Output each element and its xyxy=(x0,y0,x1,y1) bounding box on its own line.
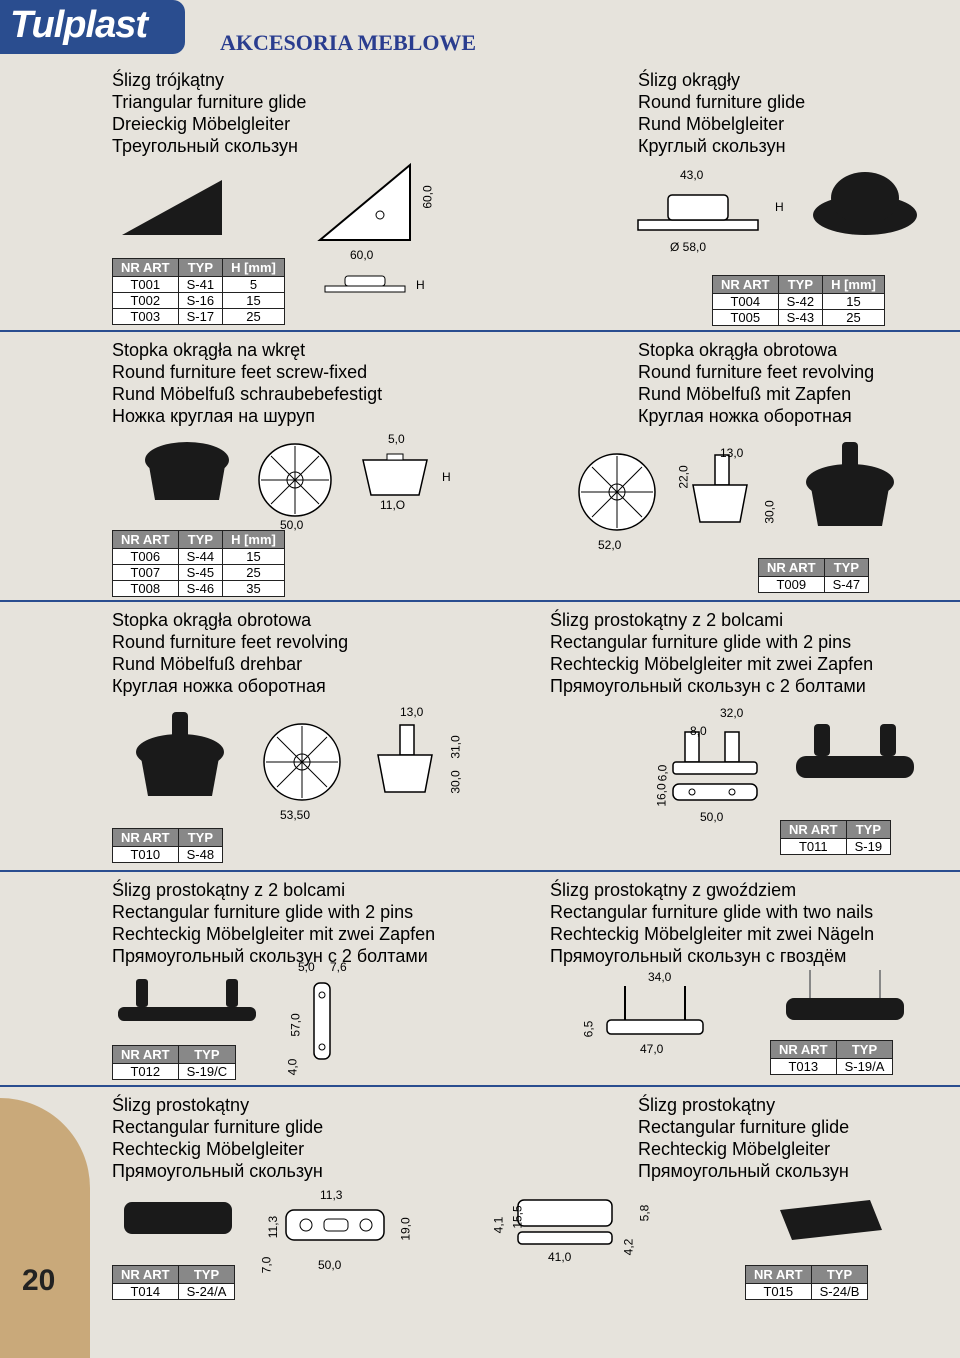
product-diagram-top xyxy=(575,450,660,535)
product-diagram xyxy=(510,1192,620,1247)
product-names: Stopka okrągła obrotowa Round furniture … xyxy=(112,610,348,698)
product-names: Stopka okrągła obrotowa Round furniture … xyxy=(638,340,874,428)
product-table: NR ARTTYPH [mm] T006S-4415 T007S-4525 T0… xyxy=(112,530,285,597)
page-number-arc xyxy=(0,1098,90,1358)
dimension: 19,0 xyxy=(399,1217,413,1240)
product-photo xyxy=(810,160,920,240)
product-photo xyxy=(112,170,232,245)
dimension: 6,0 xyxy=(655,765,669,782)
dimension: 60,0 xyxy=(421,185,435,208)
product-table: NR ARTTYP T015S-24/B xyxy=(745,1265,868,1300)
product-names: Stopka okrągła na wkręt Round furniture … xyxy=(112,340,382,428)
product-table: NR ARTTYP T014S-24/A xyxy=(112,1265,235,1300)
page-number: 20 xyxy=(22,1264,55,1298)
product-diagram xyxy=(628,180,768,240)
separator xyxy=(0,1085,960,1087)
dimension: 4,2 xyxy=(621,1239,635,1256)
product-table: NR ARTTYP T010S-48 xyxy=(112,828,223,863)
dimension: 22,0 xyxy=(677,465,691,488)
dimension: 43,0 xyxy=(680,168,703,182)
product-photo xyxy=(112,975,262,1030)
dimension: 57,0 xyxy=(289,1013,303,1036)
product-diagram-top xyxy=(260,720,345,805)
dimension: 13,0 xyxy=(720,446,743,460)
dimension: 53,50 xyxy=(280,808,310,822)
product-photo xyxy=(140,440,235,510)
product-diagram xyxy=(300,975,340,1065)
separator xyxy=(0,330,960,332)
dimension: 4,0 xyxy=(285,1059,299,1076)
product-names: Ślizg prostokątny Rectangular furniture … xyxy=(638,1095,849,1183)
product-diagram xyxy=(595,980,715,1050)
dimension: 5,0 xyxy=(388,432,405,446)
product-names: Ślizg prostokątny z gwoździem Rectangula… xyxy=(550,880,874,968)
product-diagram-side xyxy=(370,720,440,800)
dimension: Ø 58,0 xyxy=(670,240,706,254)
product-table: NR ARTTYPH [mm] T004S-4215 T005S-4325 xyxy=(712,275,885,326)
dimension: 47,0 xyxy=(640,1042,663,1056)
dimension: 7,6 xyxy=(330,960,347,974)
dimension: 15,5 xyxy=(511,1205,525,1228)
product-names: Ślizg okrągły Round furniture glide Rund… xyxy=(638,70,805,158)
dimension: 60,0 xyxy=(350,248,373,262)
product-photo xyxy=(770,1190,890,1248)
dimension: 13,0 xyxy=(400,705,423,719)
dimension: 50,0 xyxy=(318,1258,341,1272)
dimension: 4,1 xyxy=(491,1217,505,1234)
page-title: AKCESORIA MEBLOWE xyxy=(220,30,476,56)
dimension: 50,0 xyxy=(700,810,723,824)
product-names: Ślizg prostokątny Rectangular furniture … xyxy=(112,1095,323,1183)
dimension: 52,0 xyxy=(598,538,621,552)
dimension: 34,0 xyxy=(648,970,671,984)
product-names: Ślizg trójkątny Triangular furniture gli… xyxy=(112,70,652,158)
product-photo xyxy=(780,968,910,1028)
product-table: NR ARTTYP T009S-47 xyxy=(758,558,869,593)
product-diagram-side xyxy=(320,268,410,298)
dimension: 32,0 xyxy=(720,706,743,720)
product-table: NR ARTTYP T012S-19/C xyxy=(112,1045,236,1080)
separator xyxy=(0,870,960,872)
product-diagram-side xyxy=(355,450,435,500)
product-diagram-side xyxy=(685,450,755,530)
product-photo xyxy=(800,438,900,538)
dimension: 8,0 xyxy=(690,724,707,738)
dimension: 30,0 xyxy=(763,500,777,523)
dimension: 6,5 xyxy=(581,1021,595,1038)
dimension: H xyxy=(442,470,451,484)
dimension: 11,3 xyxy=(266,1216,280,1238)
dimension: 30,0 xyxy=(449,770,463,793)
dimension: 41,0 xyxy=(548,1250,571,1264)
dimension: 11,O xyxy=(380,498,405,512)
product-photo xyxy=(790,720,920,790)
product-table: NR ARTTYP T013S-19/A xyxy=(770,1040,893,1075)
product-diagram xyxy=(310,155,430,255)
dimension: 7,0 xyxy=(259,1257,273,1274)
product-photo xyxy=(118,1192,238,1242)
dimension: H xyxy=(416,278,425,292)
dimension: 16,0 xyxy=(655,783,669,806)
dimension: 5,0 xyxy=(298,960,315,974)
brand-logo: Tulplast xyxy=(10,4,147,47)
dimension: H xyxy=(775,200,784,214)
product-names: Ślizg prostokątny z 2 bolcami Rectangula… xyxy=(112,880,435,968)
product-diagram xyxy=(280,1200,390,1250)
product-diagram xyxy=(665,712,765,802)
product-names: Ślizg prostokątny z 2 bolcami Rectangula… xyxy=(550,610,873,698)
product-diagram-top xyxy=(255,440,335,520)
product-table: NR ARTTYPH [mm] T001S-415 T002S-1615 T00… xyxy=(112,258,285,325)
product-photo xyxy=(130,708,230,808)
separator xyxy=(0,600,960,602)
dimension: 11,3 xyxy=(320,1188,342,1202)
dimension: 5,8 xyxy=(637,1205,651,1222)
product-table: NR ARTTYP T011S-19 xyxy=(780,820,891,855)
dimension: 31,0 xyxy=(449,735,463,758)
